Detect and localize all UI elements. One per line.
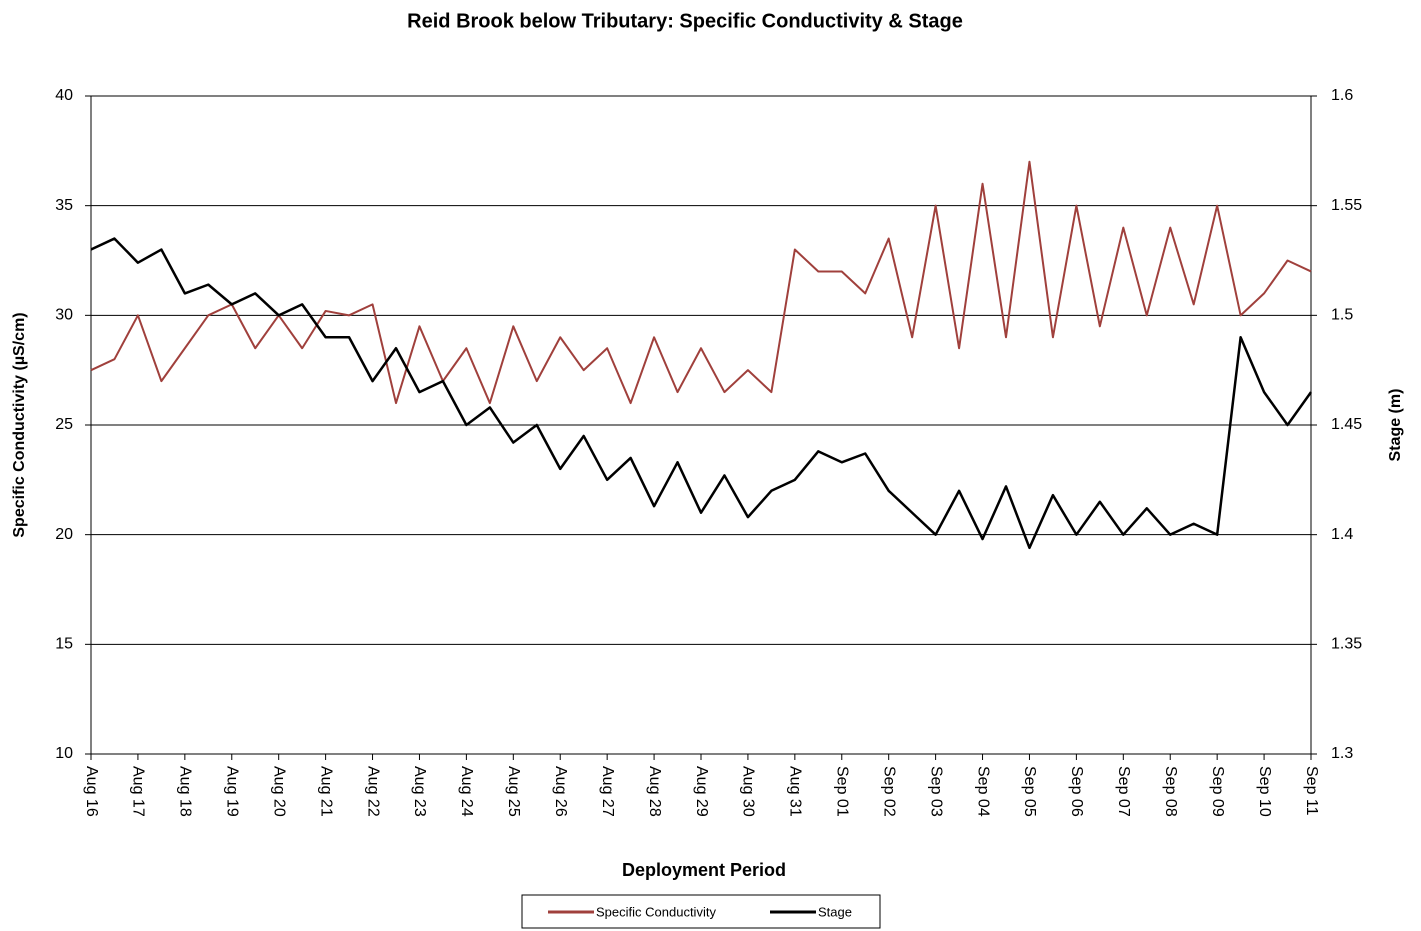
x-tick-label: Aug 24 <box>458 766 475 817</box>
x-tick-label: Sep 03 <box>927 766 944 817</box>
y-tick-label: 20 <box>55 526 73 543</box>
y-axis-label: Specific Conductivity (µS/cm) <box>11 312 28 537</box>
x-tick-label: Aug 29 <box>693 766 710 817</box>
x-tick-label: Sep 01 <box>834 766 851 817</box>
y-tick-label: 35 <box>55 197 73 214</box>
x-tick-label: Aug 23 <box>411 766 428 817</box>
y-tick-label: 10 <box>55 745 73 762</box>
y2-tick-label: 1.45 <box>1331 416 1362 433</box>
x-tick-label: Aug 16 <box>83 766 100 817</box>
x-axis-label: Deployment Period <box>622 860 786 880</box>
y2-axis-label: Stage (m) <box>1387 389 1404 462</box>
x-tick-label: Aug 18 <box>177 766 194 817</box>
x-tick-label: Sep 06 <box>1068 766 1085 817</box>
y-tick-label: 40 <box>55 87 73 104</box>
x-tick-label: Aug 31 <box>787 766 804 817</box>
x-tick-label: Sep 08 <box>1162 766 1179 817</box>
legend-label: Stage <box>818 904 852 919</box>
x-tick-label: Sep 04 <box>974 766 991 817</box>
x-tick-label: Sep 02 <box>880 766 897 817</box>
x-tick-label: Aug 28 <box>646 766 663 817</box>
x-tick-label: Sep 07 <box>1115 766 1132 817</box>
y2-tick-label: 1.4 <box>1331 526 1353 543</box>
y2-tick-label: 1.35 <box>1331 636 1362 653</box>
plot-frame <box>90 95 1312 755</box>
legend-label: Specific Conductivity <box>596 904 716 919</box>
y-tick-label: 15 <box>55 636 73 653</box>
chart-title: Reid Brook below Tributary: Specific Con… <box>407 10 963 32</box>
x-tick-label: Sep 11 <box>1303 766 1320 816</box>
x-tick-label: Aug 19 <box>224 766 241 817</box>
series-line <box>90 160 1312 405</box>
y-tick-label: 30 <box>55 307 73 324</box>
x-tick-label: Sep 05 <box>1021 766 1038 817</box>
x-tick-label: Sep 09 <box>1209 766 1226 817</box>
y2-tick-label: 1.6 <box>1331 87 1353 104</box>
y2-tick-label: 1.55 <box>1331 197 1362 214</box>
x-tick-label: Aug 26 <box>552 766 569 817</box>
x-tick-label: Sep 10 <box>1256 766 1273 817</box>
x-tick-label: Aug 27 <box>599 766 616 817</box>
x-tick-label: Aug 21 <box>317 766 334 817</box>
series-line <box>90 237 1313 550</box>
x-tick-label: Aug 22 <box>364 766 381 817</box>
x-tick-label: Aug 20 <box>270 766 287 817</box>
y2-tick-label: 1.5 <box>1331 307 1353 324</box>
y2-tick-label: 1.3 <box>1331 745 1353 762</box>
x-tick-label: Aug 17 <box>130 766 147 817</box>
x-tick-label: Aug 30 <box>740 766 757 817</box>
y-tick-label: 25 <box>55 416 73 433</box>
x-tick-label: Aug 25 <box>505 766 522 817</box>
